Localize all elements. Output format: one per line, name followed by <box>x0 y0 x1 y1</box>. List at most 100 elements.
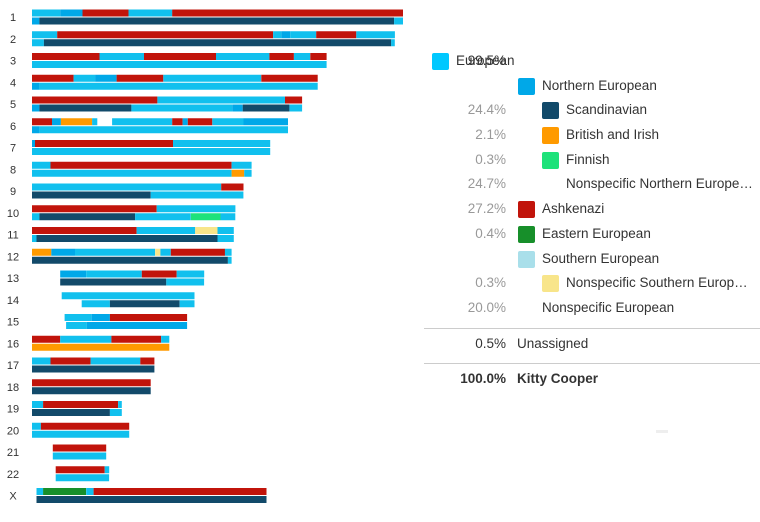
chromosome-6-top-segment <box>92 118 98 126</box>
legend-nonspecific-northern-european-row: 24.7% Nonspecific Northern European <box>424 173 760 198</box>
chromosome-X-bottom-segment <box>36 496 267 503</box>
legend-label: British and Irish <box>566 127 660 143</box>
legend-percentage: 24.7% <box>467 176 506 192</box>
chromosome-4-bottom-segment <box>32 82 40 90</box>
chromosome-20-bottom-segment <box>32 430 130 438</box>
legend-percentage: 2.1% <box>475 127 506 143</box>
chromosome-label: 20 <box>7 425 19 437</box>
legend-swatch <box>542 151 559 169</box>
legend-label: Ashkenazi <box>542 201 605 217</box>
chromosome-17-top-segment <box>140 357 155 365</box>
chromosome-2-top-segment <box>356 31 395 39</box>
chromosome-16-top-segment <box>32 335 61 343</box>
legend-label: Nonspecific European <box>542 299 675 315</box>
chromosome-label: 12 <box>7 251 19 263</box>
chromosome-22-top-segment <box>104 466 110 474</box>
chromosome-19-top-segment <box>43 401 118 408</box>
chromosome-1-top-segment <box>172 9 403 17</box>
chromosome-1-top-segment <box>128 9 173 17</box>
chromosome-6-bottom-segment <box>39 126 289 134</box>
chromosome-19-top-segment <box>118 401 122 408</box>
chromosome-11-top-segment <box>195 227 218 234</box>
chromosome-11-bottom-segment <box>36 235 218 242</box>
chromosome-1-bottom-segment <box>394 17 403 25</box>
chromosome-label: 18 <box>7 382 19 394</box>
chromosome-label: 10 <box>7 208 19 220</box>
chromosome-2-top-segment <box>281 31 291 39</box>
chromosome-6-top-segment <box>32 118 52 126</box>
chromosome-15-top-segment <box>91 314 110 321</box>
chromosome-12-top-segment <box>155 248 161 256</box>
chromosome-4-top-segment <box>163 74 262 82</box>
legend-label: Northern European <box>542 77 657 93</box>
chromosome-7-top-segment <box>35 140 173 147</box>
legend-eastern-european-row: 0.4% Eastern European <box>424 223 760 248</box>
faint-mark <box>656 430 668 433</box>
chromosome-20-top-segment <box>32 422 41 430</box>
chromosome-10-bottom-segment <box>135 213 191 221</box>
chromosome-3-bottom-segment <box>32 61 327 68</box>
chromosome-14-bottom-segment <box>179 300 195 308</box>
legend-british-and-irish-row: 2.1% British and Irish <box>424 124 760 149</box>
chromosome-19-bottom-segment <box>32 409 110 416</box>
legend-label: Eastern European <box>542 225 651 241</box>
chromosome-7-top-segment <box>173 140 271 147</box>
legend-northern-european-row: Northern European <box>424 75 760 100</box>
chromosome-2-bottom-segment <box>32 39 44 47</box>
chromosome-4-top-segment <box>261 74 318 82</box>
chromosome-label: 16 <box>7 338 19 350</box>
chromosome-22-bottom-segment <box>55 474 110 482</box>
chromosome-3-top-segment <box>32 53 100 60</box>
legend-finnish-row: 0.3% Finnish <box>424 149 760 174</box>
legend-label: Southern European <box>542 250 660 266</box>
legend-ashkenazi-row: 27.2% Ashkenazi <box>424 198 760 223</box>
chromosome-label: 5 <box>10 99 16 111</box>
chromosome-label: 7 <box>10 143 16 155</box>
chromosome-6-top-segment <box>243 118 288 126</box>
chromosome-2-top-segment <box>316 31 357 39</box>
chromosome-label: 15 <box>7 317 19 329</box>
chromosome-5-top-segment <box>32 96 158 104</box>
legend-divider <box>424 327 760 329</box>
legend-swatch <box>518 201 535 219</box>
legend-percentage: 0.4% <box>475 225 506 241</box>
legend-swatch <box>542 127 559 145</box>
legend-percentage: 0.3% <box>475 151 506 167</box>
chromosome-18-top-segment <box>32 379 151 387</box>
chromosome-label: 17 <box>7 360 19 372</box>
legend-nonspecific-southern-european-row: 0.3% Nonspecific Southern European <box>424 272 760 297</box>
chromosome-9-top-segment <box>32 183 222 191</box>
legend-southern-european-row: Southern European <box>424 248 760 273</box>
legend-swatch <box>432 53 449 70</box>
chromosome-X-top-segment <box>43 488 87 495</box>
chromosome-1-top-segment <box>82 9 129 17</box>
chromosome-2-top-segment <box>273 31 282 39</box>
chromosome-label: 3 <box>10 56 16 68</box>
chromosome-5-bottom-segment <box>242 104 290 112</box>
chromosome-14-bottom-segment <box>109 300 180 308</box>
chromosome-13-top-segment <box>60 270 87 278</box>
chromosome-5-bottom-segment <box>232 104 243 112</box>
chromosome-17-bottom-segment <box>32 365 155 373</box>
chromosome-6-top-segment <box>172 118 183 126</box>
chromosome-9-bottom-segment <box>32 191 151 199</box>
chromosome-17-top-segment <box>90 357 141 365</box>
chromosome-12-top-segment <box>51 248 75 256</box>
legend-label: Scandinavian <box>566 102 648 118</box>
chromosome-5-bottom-segment <box>39 104 132 112</box>
legend-percentage: 24.4% <box>467 102 506 118</box>
chromosome-X-top-segment <box>93 488 267 495</box>
chromosome-1-bottom-segment <box>39 17 395 25</box>
chromosome-1-bottom-segment <box>32 17 40 25</box>
chromosome-label: 14 <box>7 295 19 307</box>
chromosome-13-bottom-segment <box>166 278 205 286</box>
chromosome-2-bottom-segment <box>391 39 395 47</box>
legend-divider <box>424 363 760 365</box>
legend-scandinavian-row: 24.4% Scandinavian <box>424 99 760 124</box>
legend-nonspecific-european-row: 20.0% Nonspecific European <box>424 297 760 322</box>
chromosome-2-top-segment <box>32 31 58 39</box>
chromosome-label: 9 <box>10 186 16 198</box>
chromosome-10-top-segment <box>32 205 157 213</box>
chromosome-9-bottom-segment <box>150 191 244 199</box>
